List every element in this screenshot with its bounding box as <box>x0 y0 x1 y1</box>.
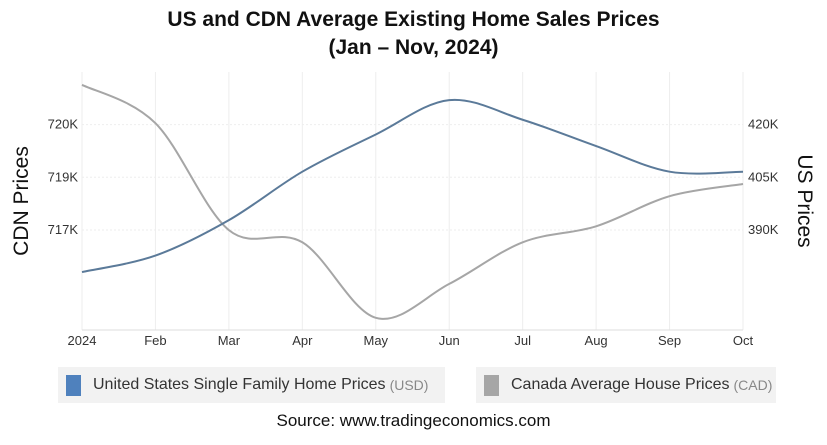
right-y-tick-label: 390K <box>748 222 779 237</box>
x-tick-label: Mar <box>218 333 241 348</box>
left-y-tick-label: 720K <box>48 117 79 132</box>
x-tick-label: Feb <box>144 333 166 348</box>
chart-title: US and CDN Average Existing Home Sales P… <box>0 6 827 62</box>
left-y-tick-label: 717K <box>48 222 79 237</box>
x-tick-label: 2024 <box>68 333 97 348</box>
legend-label-canada: Canada Average House Prices <box>511 376 730 393</box>
x-tick-label: Apr <box>292 333 313 348</box>
x-tick-label: Jun <box>439 333 460 348</box>
x-tick-label: Oct <box>733 333 754 348</box>
series-line-us <box>81 98 744 274</box>
x-tick-label: Aug <box>585 333 608 348</box>
right-y-tick-label: 405K <box>748 169 779 184</box>
source-note: Source: www.tradingeconomics.com <box>276 411 551 430</box>
title-line: US and CDN Average Existing Home Sales P… <box>167 8 660 31</box>
legend-item-us[interactable]: United States Single Family Home Prices … <box>58 367 445 403</box>
legend-unit-us: (USD) <box>389 377 429 393</box>
right-y-tick-label: 420K <box>748 117 779 132</box>
legend-unit-canada: (CAD) <box>733 377 773 393</box>
legend-item-canada[interactable]: Canada Average House Prices (CAD) <box>476 367 776 403</box>
left-y-tick-label: 719K <box>48 169 79 184</box>
legend-swatch-canada <box>484 374 499 396</box>
x-tick-label: May <box>363 333 388 348</box>
right-axis-label: US Prices <box>793 154 816 247</box>
x-tick-label: Sep <box>658 333 681 348</box>
series-line-canada <box>81 83 744 320</box>
legend-swatch-us <box>66 374 81 396</box>
legend-label-us: United States Single Family Home Prices <box>93 376 386 393</box>
left-axis-label: CDN Prices <box>10 146 33 256</box>
subtitle-line: (Jan – Nov, 2024) <box>328 36 499 59</box>
x-tick-label: Jul <box>514 333 531 348</box>
